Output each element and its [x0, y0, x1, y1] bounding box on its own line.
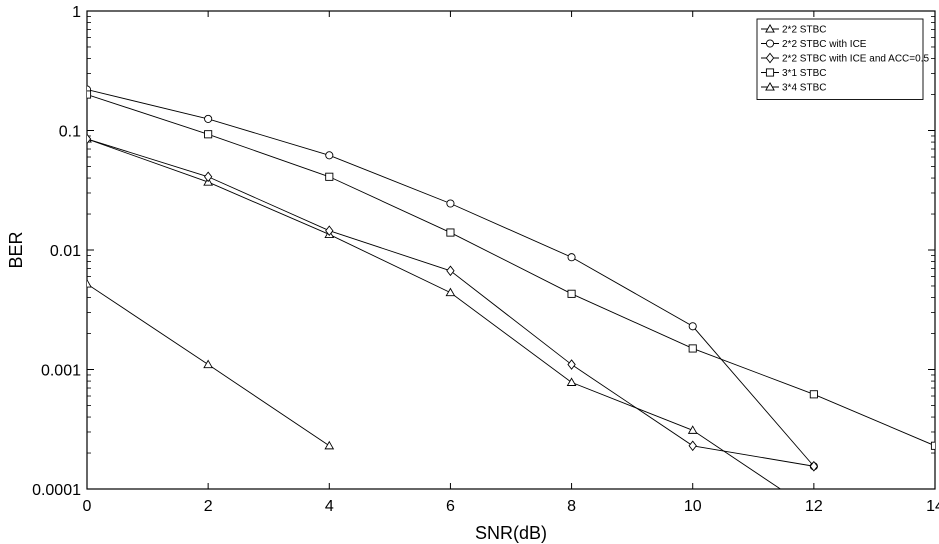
y-tick-label: 0.001	[41, 363, 81, 380]
series-4	[87, 278, 335, 450]
series-line	[87, 138, 782, 489]
legend-label: 3*1 STBC	[782, 68, 826, 79]
series-line	[87, 138, 814, 467]
legend-item: 2*2 STBC with ICE	[761, 39, 867, 50]
data-point	[688, 322, 697, 331]
data-point	[567, 289, 576, 298]
legend-marker	[765, 68, 775, 77]
data-point	[688, 440, 697, 452]
data-point	[809, 460, 819, 472]
legend-item: 2*2 STBC with ICE and ACC=0.5	[761, 52, 929, 65]
data-point	[566, 377, 577, 386]
data-point	[325, 225, 334, 237]
data-point	[203, 171, 213, 183]
data-point	[567, 359, 576, 370]
data-point	[87, 278, 92, 288]
legend-box	[756, 18, 924, 100]
data-point	[688, 344, 697, 353]
legend-marker	[765, 39, 775, 48]
x-axis-title: SNR(dB)	[475, 523, 547, 543]
series-3	[87, 90, 935, 450]
data-point	[445, 287, 456, 297]
legend-item: 3*4 STBC	[761, 81, 826, 94]
legend-item: 2*2 STBC	[761, 23, 826, 36]
data-point	[809, 390, 818, 399]
x-tick-label: 4	[325, 498, 334, 515]
x-tick-label: 2	[204, 498, 213, 515]
y-axis-title: BER	[6, 231, 26, 268]
y-tick-label: 0.0001	[32, 482, 81, 499]
series-1	[87, 85, 818, 471]
y-tick-label: 1	[72, 4, 81, 21]
data-point	[687, 425, 698, 434]
data-point	[567, 253, 576, 262]
data-point	[203, 359, 214, 369]
data-point	[204, 114, 213, 123]
data-point	[930, 441, 935, 450]
series-line	[87, 94, 935, 447]
data-point	[446, 228, 455, 237]
legend-item: 3*1 STBC	[761, 68, 826, 79]
series-line	[87, 89, 815, 467]
data-point	[87, 90, 92, 99]
legend-marker	[765, 81, 775, 91]
data-point	[446, 199, 455, 208]
x-tick-label: 0	[83, 498, 92, 515]
y-tick-label: 0.01	[50, 243, 81, 260]
x-tick-label: 12	[805, 498, 823, 515]
data-point	[204, 130, 213, 139]
legend-label: 2*2 STBC with ICE	[782, 39, 867, 50]
series-2	[87, 133, 819, 472]
data-point	[87, 133, 92, 145]
legend-marker	[765, 52, 775, 64]
y-tick-label: 0.1	[59, 124, 81, 141]
data-point	[325, 151, 334, 160]
x-tick-label: 6	[446, 498, 455, 515]
legend-label: 2*2 STBC with ICE and ACC=0.5	[782, 54, 929, 65]
legend-label: 2*2 STBC	[782, 25, 826, 36]
x-tick-label: 14	[926, 498, 939, 515]
legend-label: 3*4 STBC	[782, 83, 826, 94]
x-tick-label: 8	[567, 498, 576, 515]
data-point	[325, 172, 334, 181]
series-0	[87, 133, 782, 489]
data-point	[446, 265, 455, 277]
x-tick-label: 10	[684, 498, 702, 515]
data-point	[324, 440, 335, 450]
legend-marker	[765, 23, 775, 33]
